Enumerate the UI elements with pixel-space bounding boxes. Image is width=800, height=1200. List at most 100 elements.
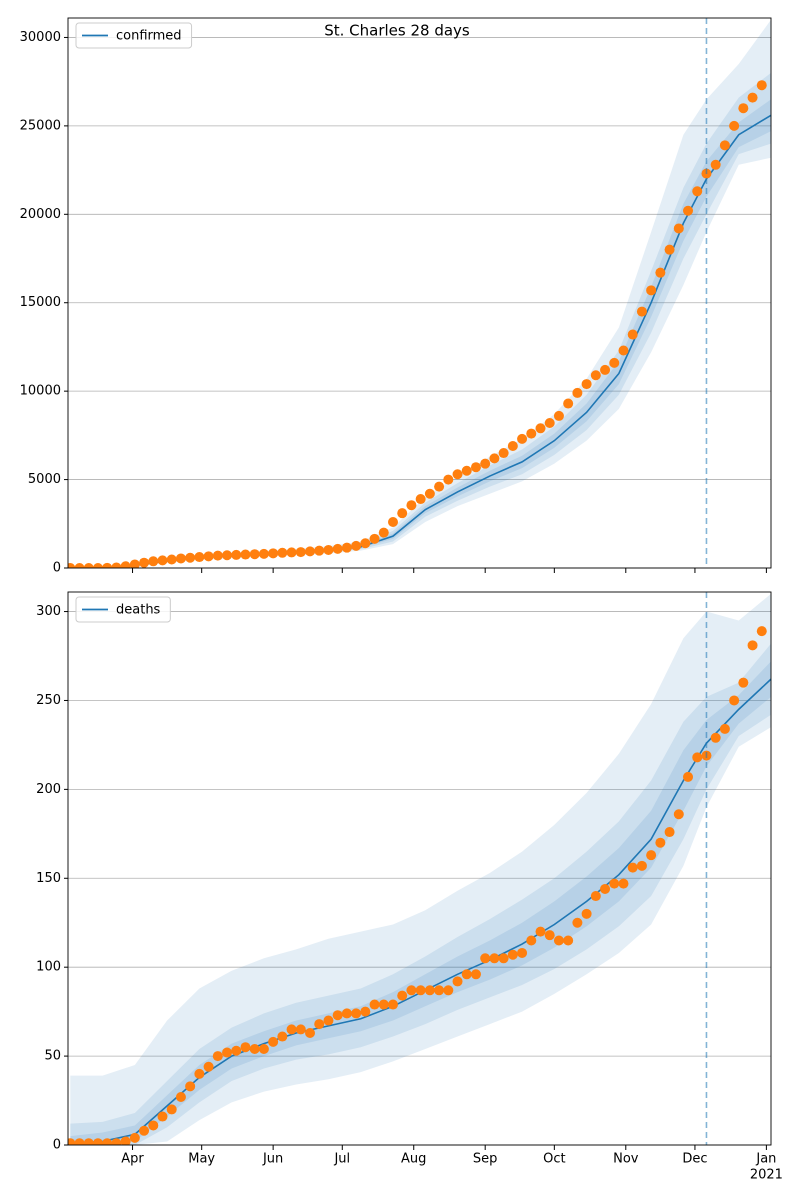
y-tick-label: 150 (36, 871, 61, 886)
observed-point (526, 935, 537, 946)
observed-point (397, 990, 408, 1001)
observed-point (544, 417, 555, 428)
observed-point (314, 545, 325, 556)
observed-point (443, 474, 454, 485)
y-tick-label: 50 (44, 1049, 61, 1064)
observed-point (166, 554, 177, 565)
y-tick-label: 20000 (20, 207, 61, 222)
observed-point (443, 985, 454, 996)
observed-point (452, 976, 463, 987)
legend-label: deaths (116, 603, 161, 618)
observed-point (489, 953, 500, 964)
observed-point (258, 548, 269, 559)
observed-point (194, 1068, 205, 1079)
observed-point (351, 1008, 362, 1019)
observed-point (120, 1136, 131, 1145)
observed-point (470, 969, 481, 980)
x-tick-label: Dec (682, 1152, 707, 1167)
observed-point (747, 92, 758, 103)
observed-point (175, 553, 186, 564)
observed-point (258, 1043, 269, 1054)
observed-point (406, 985, 417, 996)
x-tick-label: Jul (333, 1152, 350, 1167)
observed-point (655, 837, 666, 848)
x-tick-sublabel: 2021 (750, 1168, 783, 1183)
observed-point (240, 549, 251, 560)
observed-point (212, 550, 223, 561)
observed-point (360, 1006, 371, 1017)
x-tick-label: May (188, 1152, 215, 1167)
y-tick-label: 25000 (20, 118, 61, 133)
observed-point (673, 223, 684, 234)
observed-point (194, 552, 205, 563)
observed-point (517, 433, 528, 444)
observed-point (563, 935, 574, 946)
observed-point (756, 626, 767, 637)
observed-point (157, 1111, 168, 1122)
observed-point (222, 550, 233, 561)
legend: confirmed (75, 22, 193, 49)
observed-point (581, 379, 592, 390)
observed-point (618, 878, 629, 889)
x-tick-label: Aug (401, 1152, 426, 1167)
observed-point (434, 985, 445, 996)
observed-point (609, 357, 620, 368)
observed-point (268, 1036, 279, 1047)
observed-point (277, 547, 288, 558)
observed-point (305, 1027, 316, 1038)
observed-point (683, 771, 694, 782)
observed-point (738, 103, 749, 114)
observed-point (295, 1024, 306, 1035)
observed-point (341, 1008, 352, 1019)
axes-frame (67, 591, 772, 1146)
observed-point (387, 999, 398, 1010)
observed-point (590, 370, 601, 381)
observed-point (461, 465, 472, 476)
observed-point (74, 1138, 85, 1145)
observed-point (203, 1061, 214, 1072)
observed-point (369, 533, 380, 544)
observed-point (277, 1031, 288, 1042)
observed-point (139, 1125, 150, 1136)
observed-point (332, 1010, 343, 1021)
observed-point (249, 549, 260, 560)
observed-point (387, 517, 398, 528)
y-tick-label: 200 (36, 782, 61, 797)
observed-point (129, 559, 140, 568)
x-tick-label: Apr (121, 1152, 144, 1167)
observed-point (68, 1138, 76, 1145)
observed-point (83, 563, 94, 568)
observed-point (185, 1081, 196, 1092)
observed-point (526, 428, 537, 439)
observed-point (378, 527, 389, 538)
observed-point (480, 458, 491, 469)
observed-point (332, 543, 343, 554)
observed-point (572, 387, 583, 398)
panel: 0 50 100 150 200 250 300 Apr May Jun Jul Aug Sep Oct N… (36, 591, 783, 1183)
observed-point (415, 494, 426, 505)
observed-point (646, 285, 657, 296)
observed-point (139, 557, 150, 568)
observed-point (618, 345, 629, 356)
y-tick-label: 300 (36, 604, 61, 619)
observed-point (314, 1019, 325, 1030)
observed-point (683, 205, 694, 216)
observed-point (710, 732, 721, 743)
y-tick-label: 0 (53, 561, 61, 576)
observed-point (507, 949, 518, 960)
observed-point (102, 562, 113, 568)
legend-box (75, 22, 193, 49)
x-tick-label: Nov (613, 1152, 639, 1167)
observed-point (692, 186, 703, 197)
chart-title: St. Charles 28 days (324, 22, 470, 40)
observed-point (102, 1138, 113, 1145)
observed-point (655, 267, 666, 278)
observed-point (600, 364, 611, 375)
legend-label: confirmed (116, 29, 182, 44)
observed-point (489, 453, 500, 464)
x-tick-label: Jun (262, 1152, 283, 1167)
band (70, 593, 771, 1145)
observed-point (406, 500, 417, 511)
x-tick-label: Oct (543, 1152, 565, 1167)
observed-point (148, 556, 159, 567)
